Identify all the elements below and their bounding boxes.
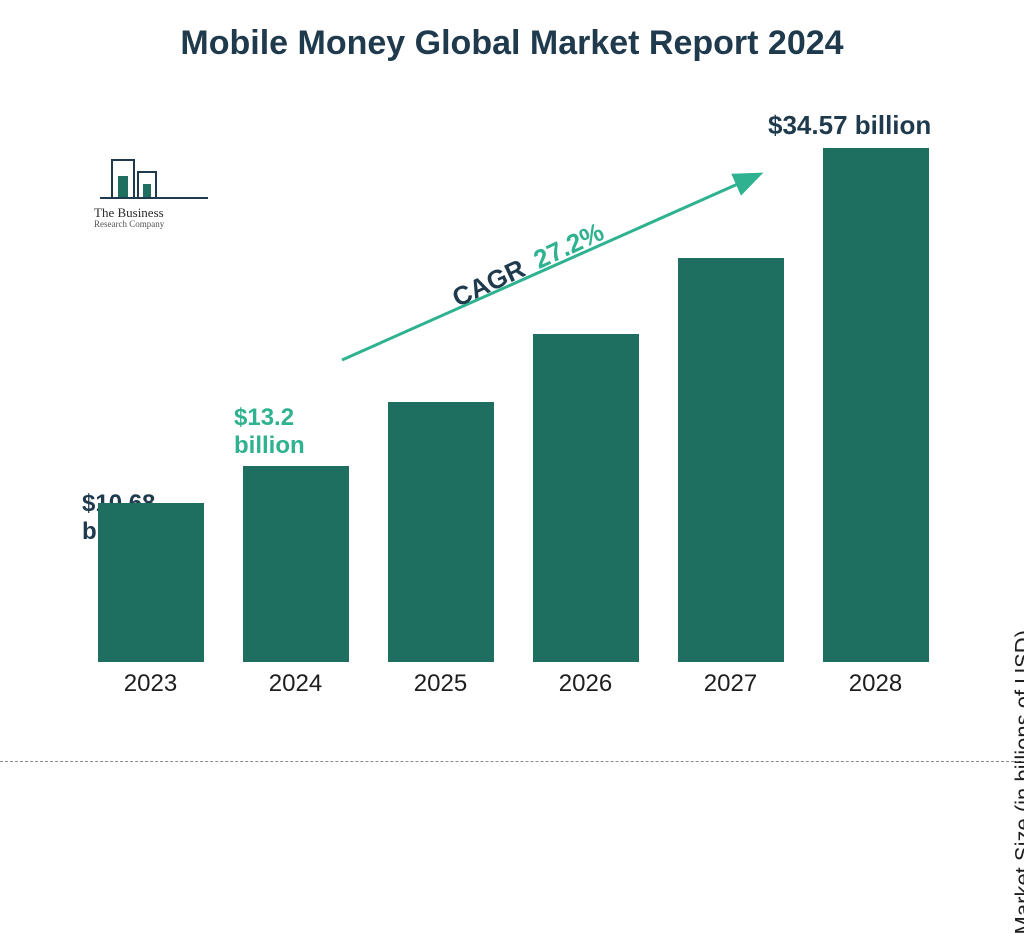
- footer-divider: [0, 761, 1024, 762]
- bar-2025: [388, 402, 494, 662]
- bar-wrap-2028: [811, 148, 941, 662]
- y-axis-label: Market Size (in billions of USD): [1010, 630, 1024, 934]
- callout-2028: $34.57 billion: [768, 111, 931, 141]
- xlabel-2026: 2026: [521, 670, 651, 698]
- bar-2024: [243, 466, 349, 662]
- xlabel-2023: 2023: [86, 670, 216, 698]
- bar-2027: [678, 258, 784, 662]
- bar-wrap-2026: [521, 334, 651, 662]
- xlabel-2024: 2024: [231, 670, 361, 698]
- chart-area: CAGR 27.2% $10.68 billion $13.2 billion …: [78, 120, 948, 690]
- chart-title: Mobile Money Global Market Report 2024: [0, 24, 1024, 63]
- x-axis-labels: 2023 2024 2025 2026 2027 2028: [78, 670, 948, 698]
- bar-wrap-2025: [376, 402, 506, 662]
- callout-2028-value: $34.57 billion: [768, 110, 931, 140]
- bar-wrap-2023: [86, 503, 216, 662]
- bar-2023: [98, 503, 204, 662]
- bar-2026: [533, 334, 639, 662]
- bar-wrap-2024: [231, 466, 361, 662]
- xlabel-2025: 2025: [376, 670, 506, 698]
- bar-wrap-2027: [666, 258, 796, 662]
- bar-2028: [823, 148, 929, 662]
- bars-container: [78, 142, 948, 662]
- xlabel-2027: 2027: [666, 670, 796, 698]
- xlabel-2028: 2028: [811, 670, 941, 698]
